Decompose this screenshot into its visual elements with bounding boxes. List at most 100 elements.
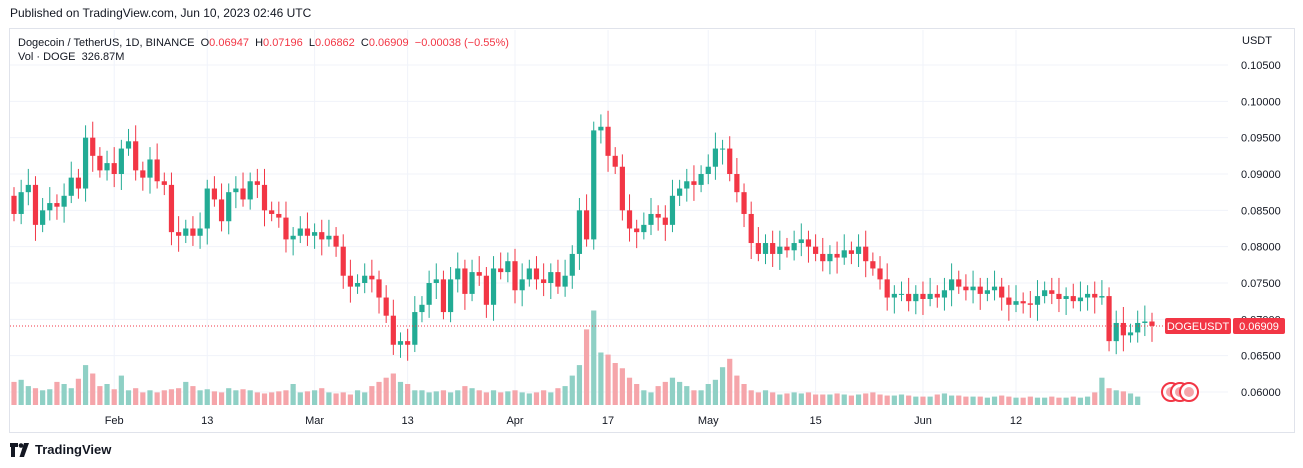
volume-bar bbox=[533, 392, 540, 405]
candle-body bbox=[498, 268, 504, 273]
volume-bar bbox=[855, 394, 862, 405]
volume-label: Vol · DOGE bbox=[18, 51, 76, 63]
volume-bar bbox=[698, 390, 704, 405]
volume-bar bbox=[40, 390, 46, 405]
volume-bar bbox=[634, 384, 640, 405]
volume-bar bbox=[505, 391, 511, 405]
volume-bar bbox=[1056, 397, 1062, 405]
volume-bar bbox=[354, 390, 361, 405]
volume-bar bbox=[204, 389, 210, 405]
volume-bar bbox=[598, 352, 604, 405]
candle-body bbox=[197, 228, 203, 236]
candle-body bbox=[1006, 297, 1012, 305]
volume-bar bbox=[369, 386, 375, 405]
volume-bar bbox=[784, 393, 790, 405]
volume-bar bbox=[848, 395, 854, 405]
volume-bar bbox=[755, 392, 761, 405]
volume-bar bbox=[261, 393, 268, 405]
candle-body bbox=[841, 250, 847, 258]
y-tick-label: 0.06500 bbox=[1241, 351, 1281, 363]
candle-body bbox=[533, 268, 540, 280]
tradingview-logo-icon bbox=[10, 442, 29, 457]
volume-bar bbox=[340, 392, 346, 405]
volume-bar bbox=[877, 394, 883, 405]
candle-body bbox=[906, 293, 912, 302]
volume-bar bbox=[834, 393, 840, 405]
change-value: −0.00038 (−0.55%) bbox=[414, 37, 509, 49]
volume-bar bbox=[254, 392, 260, 405]
candle-body bbox=[1013, 301, 1019, 305]
volume-bar bbox=[669, 377, 676, 405]
candle-body bbox=[476, 272, 482, 276]
volume-bar bbox=[770, 392, 776, 405]
candle-body bbox=[963, 286, 969, 291]
volume-bar bbox=[591, 310, 597, 405]
volume-bar bbox=[526, 393, 532, 405]
volume-bar bbox=[805, 392, 812, 405]
volume-bar bbox=[891, 395, 897, 405]
footer-branding[interactable]: TradingView bbox=[10, 442, 111, 457]
open-label: O bbox=[200, 37, 210, 49]
volume-bar bbox=[1099, 377, 1105, 405]
y-tick-label: 0.09500 bbox=[1241, 133, 1281, 145]
volume-bar bbox=[247, 390, 253, 405]
candle-body bbox=[612, 155, 618, 167]
candle-body bbox=[591, 130, 597, 240]
volume-bar bbox=[383, 377, 389, 405]
volume-bar bbox=[677, 381, 683, 405]
candle-body bbox=[1135, 322, 1141, 333]
candle-body bbox=[104, 163, 110, 171]
volume-bar bbox=[75, 378, 82, 405]
candle-body bbox=[798, 239, 804, 244]
candle-body bbox=[211, 188, 218, 200]
candle-body bbox=[512, 261, 518, 291]
candle-body bbox=[1120, 322, 1126, 336]
volume-bar bbox=[1084, 396, 1091, 405]
volume-bar bbox=[612, 363, 618, 405]
candle-body bbox=[827, 253, 833, 262]
candle-body bbox=[748, 213, 754, 244]
x-tick-label: Mar bbox=[305, 415, 324, 427]
candle-body bbox=[147, 159, 153, 178]
candle-body bbox=[698, 174, 704, 185]
candle-body bbox=[920, 293, 926, 299]
candle-body bbox=[1099, 296, 1105, 298]
candle-body bbox=[32, 184, 39, 225]
candle-body bbox=[283, 217, 289, 240]
volume-bar bbox=[447, 392, 454, 405]
volume-bar bbox=[283, 390, 289, 405]
candle-body bbox=[719, 148, 726, 150]
candle-body bbox=[1063, 296, 1069, 299]
candle-body bbox=[834, 253, 840, 258]
volume-bar bbox=[233, 390, 239, 405]
candle-body bbox=[405, 341, 411, 345]
volume-bar bbox=[569, 375, 575, 405]
volume-bar bbox=[490, 390, 497, 405]
symbol-title[interactable]: Dogecoin / TetherUS, 1D, BINANCE bbox=[18, 37, 195, 49]
candle-body bbox=[956, 279, 962, 287]
volume-bar bbox=[920, 396, 926, 405]
candle-body bbox=[619, 166, 625, 211]
volume-bar bbox=[326, 392, 332, 405]
candle-body bbox=[863, 246, 869, 262]
chart-frame[interactable] bbox=[9, 28, 1295, 433]
candle-body bbox=[412, 312, 418, 345]
candle-body bbox=[691, 181, 697, 185]
volume-bar bbox=[1034, 397, 1041, 405]
volume-bar bbox=[176, 388, 182, 405]
volume-bar bbox=[297, 392, 303, 405]
volume-bar bbox=[426, 392, 432, 405]
volume-bar bbox=[312, 390, 318, 405]
candle-body bbox=[1077, 297, 1084, 302]
volume-bar bbox=[483, 392, 489, 405]
candle-body bbox=[762, 243, 769, 254]
volume-bar bbox=[433, 391, 439, 405]
candle-body bbox=[548, 272, 554, 283]
volume-bar bbox=[1049, 396, 1055, 405]
y-tick-label: 0.08500 bbox=[1241, 205, 1281, 217]
candle-body bbox=[941, 290, 948, 298]
candle-body bbox=[233, 188, 239, 193]
x-tick-label: 12 bbox=[1010, 415, 1022, 427]
candle-body bbox=[1127, 332, 1134, 336]
